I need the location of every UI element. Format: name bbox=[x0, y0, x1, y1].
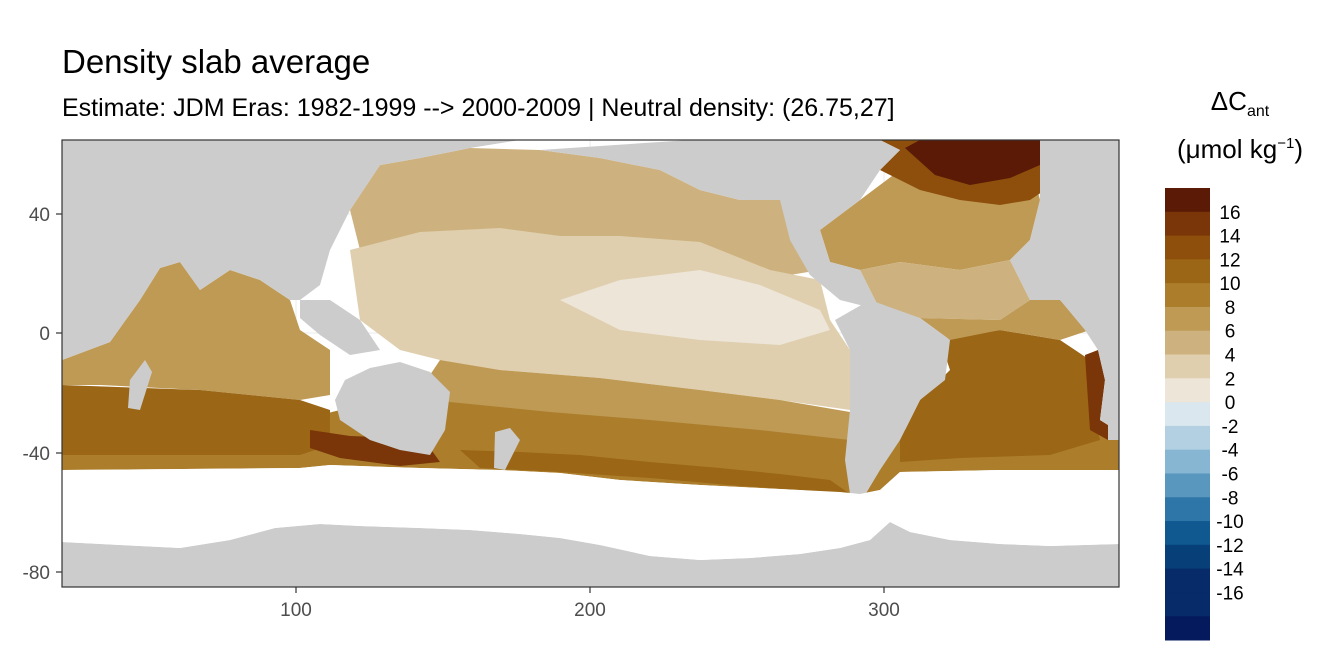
legend-label: -10 bbox=[1216, 512, 1243, 533]
legend-label: 16 bbox=[1219, 203, 1240, 224]
north-atlantic-core bbox=[905, 140, 1050, 185]
legend-label: 12 bbox=[1219, 250, 1240, 271]
legend-label: 4 bbox=[1225, 346, 1236, 367]
legend-swatch bbox=[1165, 402, 1210, 427]
x-tick-label: 100 bbox=[280, 600, 312, 621]
legend-label: -14 bbox=[1216, 560, 1244, 581]
legend-label: -12 bbox=[1216, 536, 1243, 557]
legend-label: -4 bbox=[1222, 441, 1239, 462]
equatorial-pacific-region bbox=[560, 270, 830, 345]
y-tick-label: -80 bbox=[23, 563, 50, 584]
y-tick-label: 40 bbox=[29, 205, 50, 226]
legend-label: -2 bbox=[1222, 417, 1239, 438]
legend-swatch bbox=[1165, 568, 1210, 593]
legend-title: ΔCant bbox=[1210, 86, 1270, 120]
x-tick-label: 300 bbox=[868, 600, 900, 621]
legend-label: -16 bbox=[1216, 583, 1243, 604]
chart-title: Density slab average bbox=[62, 43, 371, 80]
legend-swatch bbox=[1165, 354, 1210, 379]
y-tick-label: 0 bbox=[39, 324, 50, 345]
legend-label: 2 bbox=[1225, 369, 1236, 390]
legend-swatch bbox=[1165, 283, 1210, 308]
continents bbox=[62, 140, 1119, 495]
legend-swatch bbox=[1165, 497, 1210, 522]
legend-swatch bbox=[1165, 592, 1210, 617]
legend-label: 10 bbox=[1219, 274, 1240, 295]
tropical-atlantic-region bbox=[920, 300, 1090, 340]
legend-swatch bbox=[1165, 235, 1210, 260]
chart-subtitle: Estimate: JDM Eras: 1982-1999 --> 2000-2… bbox=[62, 94, 895, 122]
legend-swatch bbox=[1165, 544, 1210, 570]
legend-swatch bbox=[1165, 521, 1210, 546]
legend-label: 14 bbox=[1219, 227, 1241, 248]
antarctica-land bbox=[62, 522, 1119, 587]
legend-swatch bbox=[1165, 211, 1210, 237]
legend-swatch bbox=[1165, 259, 1210, 284]
legend-label: 0 bbox=[1225, 393, 1236, 414]
legend-label: -6 bbox=[1222, 464, 1239, 485]
legend-swatch bbox=[1165, 449, 1210, 474]
legend-units: (μmol kg−1) bbox=[1177, 134, 1303, 164]
legend-swatch bbox=[1165, 306, 1210, 332]
legend-label: 8 bbox=[1225, 298, 1236, 319]
legend-swatch bbox=[1165, 473, 1210, 498]
south-pacific-band bbox=[420, 360, 850, 440]
legend-label: 6 bbox=[1225, 322, 1236, 343]
legend-swatch bbox=[1165, 330, 1210, 356]
legend-swatch bbox=[1165, 188, 1210, 213]
legend-swatch bbox=[1165, 616, 1210, 641]
x-tick-label: 200 bbox=[574, 600, 606, 621]
no-data-region bbox=[62, 465, 1119, 560]
x-axis bbox=[295, 587, 885, 593]
y-axis bbox=[56, 213, 62, 573]
south-atlantic-edge bbox=[1085, 350, 1108, 440]
south-pacific-south-band bbox=[460, 450, 850, 494]
legend-swatch bbox=[1165, 425, 1210, 451]
legend-swatch bbox=[1165, 378, 1210, 403]
south-atlantic-region bbox=[900, 330, 1100, 462]
subtropical-atlantic-region bbox=[860, 260, 1030, 320]
indian-ocean-region bbox=[62, 262, 330, 400]
southern-indian-core bbox=[310, 430, 440, 466]
y-tick-label: -40 bbox=[23, 444, 50, 465]
legend-label: -8 bbox=[1222, 488, 1239, 509]
